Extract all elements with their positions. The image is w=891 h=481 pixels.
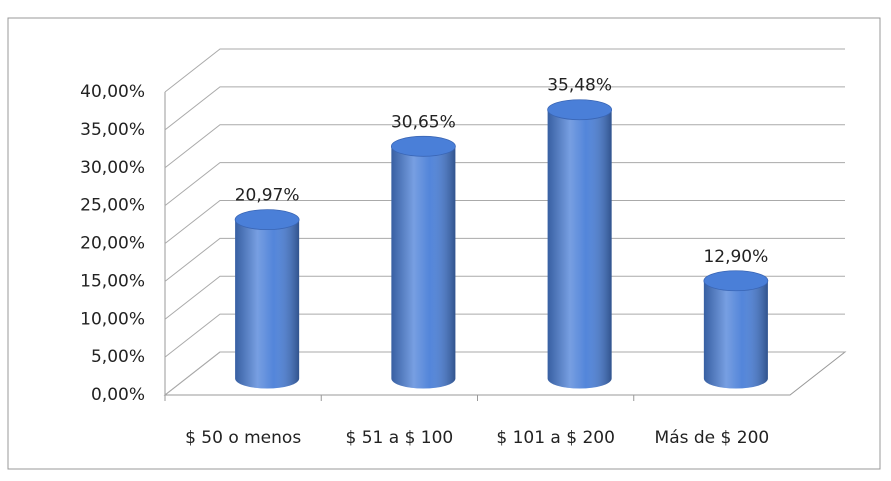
bar: [234, 209, 300, 389]
bar-part: [235, 219, 300, 389]
bar-part: [234, 209, 300, 231]
grid-line: [164, 86, 845, 131]
value-label: 12,90%: [703, 247, 768, 267]
x-tick-label: $ 50 o menos: [185, 428, 301, 448]
y-tick-label: 40,00%: [80, 82, 145, 102]
bar: [390, 135, 456, 389]
bar-part: [391, 146, 456, 389]
grid-line: [164, 124, 845, 169]
grid-line: [164, 237, 845, 282]
y-tick-label: 35,00%: [80, 120, 145, 140]
bar: [547, 99, 613, 389]
grid-line: [164, 351, 845, 396]
y-tick-label: 20,00%: [80, 234, 145, 254]
bar: [703, 270, 769, 389]
grid-line: [164, 48, 845, 93]
y-tick-label: 5,00%: [91, 347, 145, 367]
value-label: 30,65%: [391, 112, 456, 132]
grid-line: [164, 200, 845, 244]
y-tick-label: 25,00%: [80, 196, 145, 216]
bar-part: [703, 280, 768, 389]
value-label: 20,97%: [235, 186, 300, 206]
y-tick-label: 15,00%: [80, 271, 145, 291]
value-label: 35,48%: [547, 76, 612, 96]
x-tick-label: $ 101 a $ 200: [496, 428, 615, 448]
y-tick-label: 10,00%: [80, 309, 145, 329]
grid-line: [164, 275, 845, 320]
bar-part: [390, 135, 456, 157]
x-tick-label: $ 51 a $ 100: [346, 428, 454, 448]
grid-line: [164, 313, 845, 358]
grid-line: [164, 162, 845, 207]
bar-part: [547, 109, 612, 389]
bar-part: [547, 99, 613, 121]
y-tick-label: 30,00%: [80, 158, 145, 178]
x-tick-label: Más de $ 200: [655, 428, 770, 448]
bar-part: [703, 270, 769, 292]
y-tick-label: 0,00%: [91, 385, 145, 405]
